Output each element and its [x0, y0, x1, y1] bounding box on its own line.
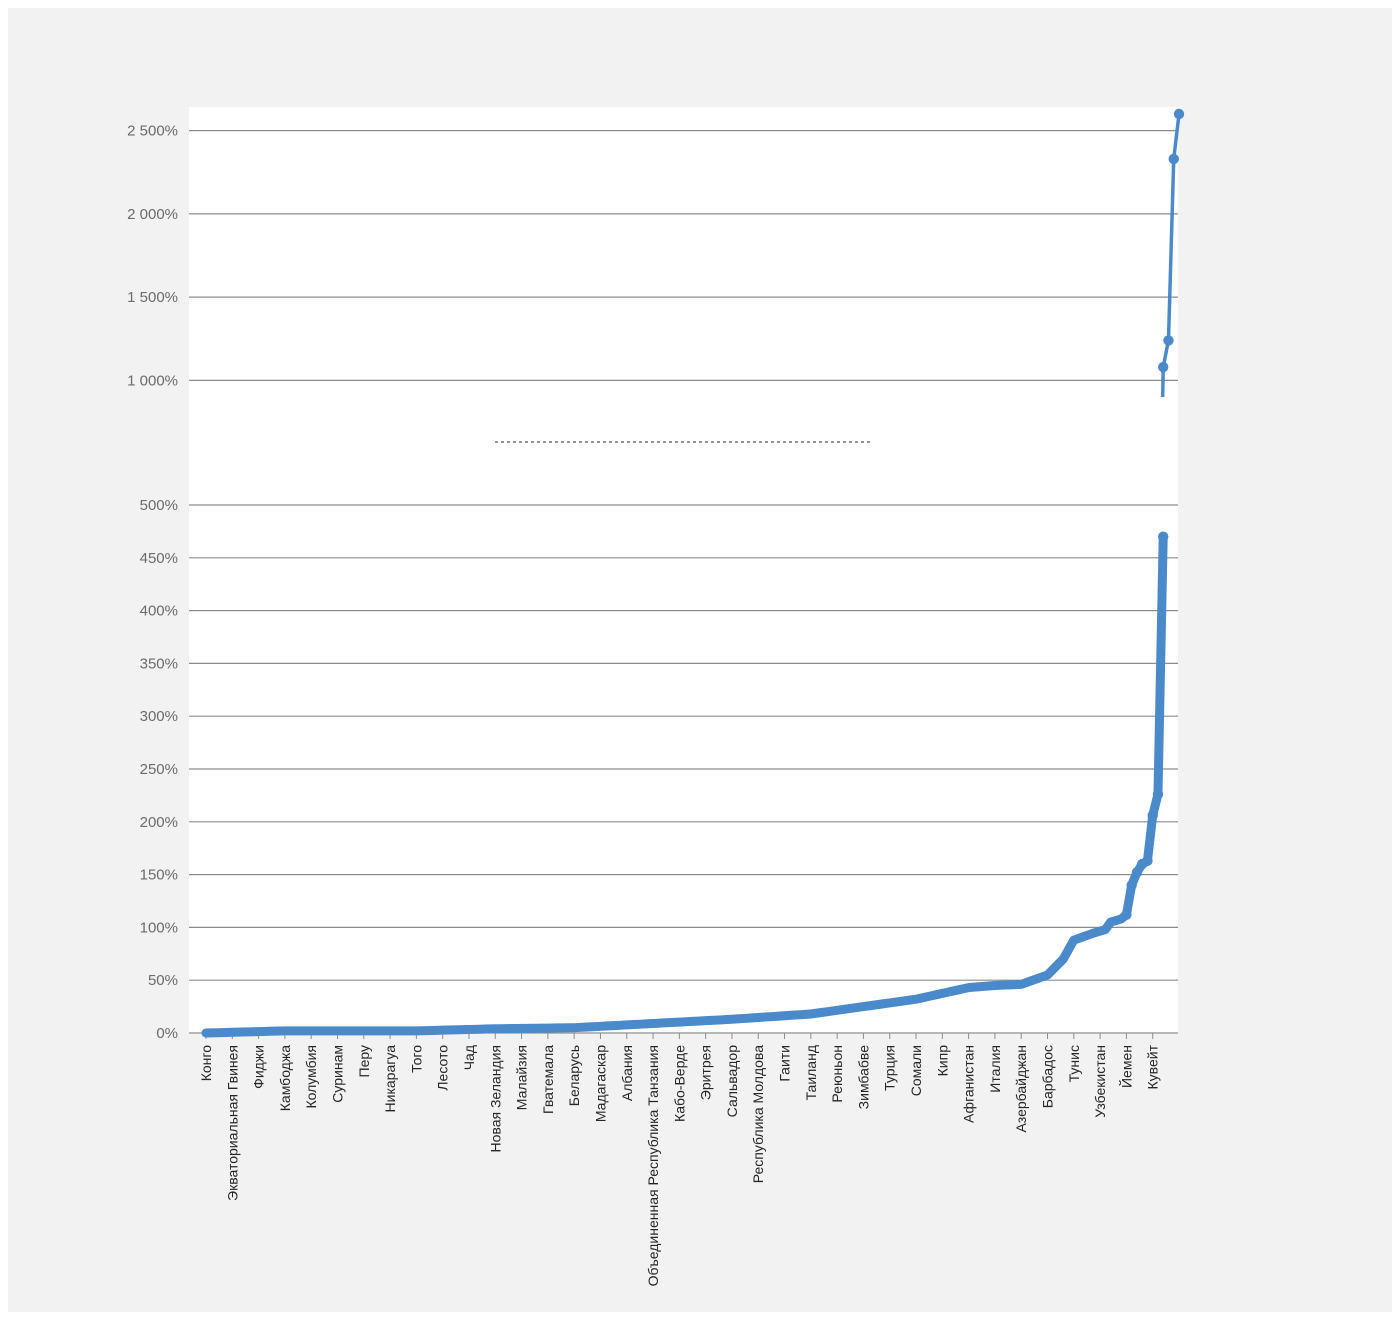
data-point — [1163, 335, 1174, 346]
data-point — [1126, 879, 1137, 891]
x-category-label: Тунис — [1066, 1045, 1082, 1082]
x-category-label: Узбекистан — [1092, 1045, 1108, 1118]
data-point — [1158, 531, 1169, 542]
data-point — [1053, 960, 1063, 969]
y-tick-label: 0% — [156, 1025, 178, 1042]
x-category-label: Албания — [619, 1045, 635, 1101]
y-tick-label: 300% — [140, 708, 178, 725]
y-tick-label: 150% — [140, 867, 178, 884]
data-point — [1152, 789, 1164, 800]
data-point — [1064, 945, 1073, 954]
x-category-label: Суринам — [329, 1045, 345, 1103]
x-category-label: Кувейт — [1145, 1044, 1161, 1089]
y-axis-tick-labels: 1 000% 1 500% 2 000% 2 500% 0% 50% 100% 150% 200… — [127, 123, 178, 1042]
x-category-label: Эритрея — [698, 1045, 714, 1100]
x-category-label: Йемен — [1117, 1045, 1134, 1088]
x-category-label: Фиджи — [251, 1045, 267, 1089]
series-line-lower — [201, 531, 1169, 1038]
chart: 1 000% 1 500% 2 000% 2 500% 0% 50% 100% 150% 200… — [127, 107, 1185, 1286]
y-tick-label: 200% — [140, 814, 178, 831]
x-category-label: Экваториальная Гвинея — [224, 1045, 240, 1201]
upper-gridlines — [189, 130, 1178, 381]
x-category-label: Кабо-Верде — [671, 1045, 687, 1122]
y-tick-label: 100% — [140, 919, 178, 936]
y-tick-label: 350% — [140, 655, 178, 672]
x-axis-category-labels: Конго Экваториальная Гвинея Фиджи Камбоджа К… — [198, 1044, 1161, 1286]
x-category-label: Таиланд — [803, 1045, 819, 1100]
y-tick-label: 450% — [140, 550, 178, 567]
x-category-label: Малайзия — [514, 1045, 530, 1110]
x-category-label: Турция — [882, 1045, 898, 1091]
series-line-upper — [1158, 108, 1185, 398]
data-point — [1168, 153, 1179, 165]
x-category-label: Конго — [198, 1045, 214, 1081]
x-category-label: Гаити — [777, 1045, 793, 1082]
x-category-label: Сомали — [908, 1045, 924, 1096]
x-category-label: Азербайджан — [1013, 1045, 1029, 1133]
x-category-label: Того — [408, 1045, 424, 1073]
x-category-label: Сальвадор — [724, 1045, 740, 1118]
x-category-label: Новая Зеландия — [487, 1045, 503, 1152]
data-point — [1158, 361, 1169, 373]
y-tick-label: 1 500% — [127, 289, 178, 306]
x-category-label: Перу — [356, 1045, 372, 1077]
data-point — [1043, 970, 1052, 980]
x-category-label: Колумбия — [303, 1045, 319, 1109]
y-tick-label: 50% — [148, 972, 178, 989]
data-point — [1147, 810, 1158, 821]
x-category-label: Чад — [461, 1045, 477, 1070]
data-point — [1121, 909, 1132, 920]
y-tick-label: 400% — [140, 603, 178, 620]
y-tick-label: 250% — [140, 761, 178, 778]
x-category-label: Беларусь — [566, 1045, 582, 1106]
plot-area — [189, 107, 1178, 1034]
x-category-label: Зимбабве — [855, 1045, 871, 1110]
chart-frame: 1 000% 1 500% 2 000% 2 500% 0% 50% 100% 150% 200… — [8, 8, 1392, 1312]
x-category-label: Мадагаскар — [592, 1045, 608, 1122]
x-category-label: Лесото — [435, 1045, 451, 1091]
x-category-label: Республика Молдова — [750, 1045, 766, 1183]
y-tick-label: 2 500% — [127, 123, 178, 140]
x-category-label: Никарагуа — [382, 1045, 398, 1113]
data-point — [1048, 965, 1057, 974]
data-point — [1059, 954, 1068, 964]
x-category-label: Италия — [987, 1045, 1003, 1093]
y-tick-label: 500% — [140, 497, 178, 514]
x-category-label: Объединенная Республика Танзания — [645, 1045, 661, 1286]
x-category-label: Камбоджа — [277, 1045, 293, 1111]
x-category-label: Реюньон — [829, 1045, 845, 1103]
y-tick-label: 2 000% — [127, 206, 178, 223]
data-point — [1131, 867, 1143, 878]
x-category-label: Афганистан — [961, 1045, 977, 1123]
y-tick-label: 1 000% — [127, 372, 178, 389]
data-point — [1142, 855, 1153, 867]
data-point — [1101, 925, 1110, 934]
x-category-label: Гватемала — [540, 1045, 556, 1114]
x-category-label: Барбадос — [1040, 1045, 1056, 1108]
x-category-label: Кипр — [934, 1045, 950, 1077]
data-point — [1173, 108, 1185, 120]
lower-gridlines — [189, 504, 1178, 981]
